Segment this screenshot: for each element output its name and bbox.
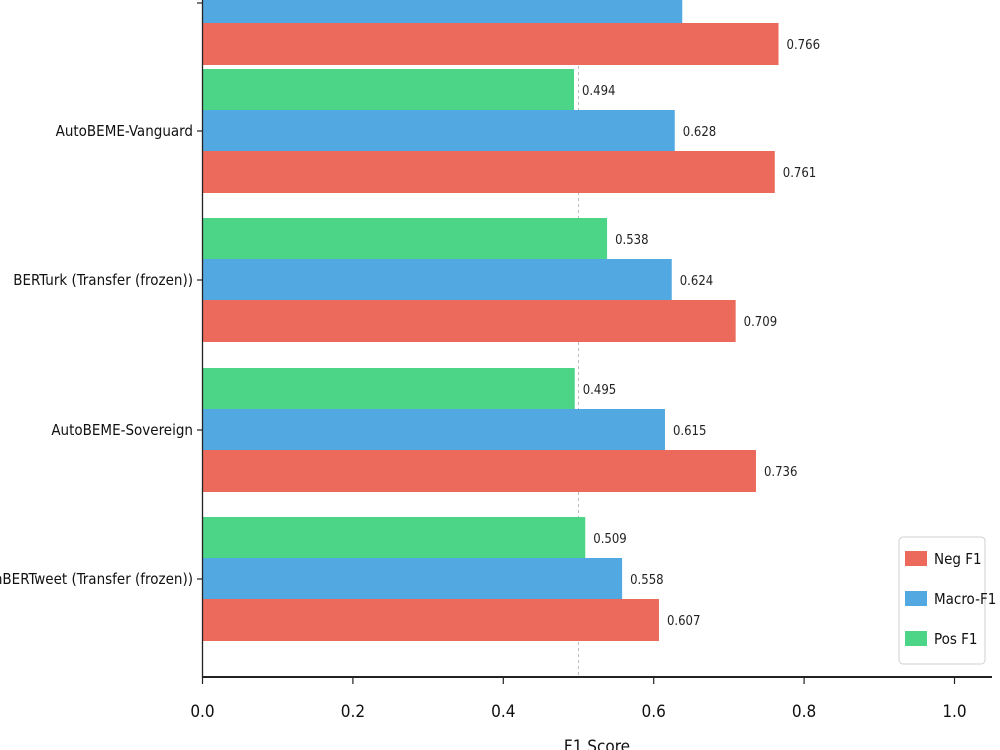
legend: Neg F1 Macro-F1 Pos F1 (898, 536, 996, 665)
x-tick-label: 1.0 (942, 702, 966, 722)
bar-value-label: 0.628 (683, 125, 716, 140)
bar-macro-f1 (202, 110, 675, 152)
bar-macro-f1 (202, 0, 683, 24)
bar-neg-f1 (202, 23, 779, 65)
bar-value-label: 0.495 (583, 383, 616, 398)
bar-macro-f1 (202, 409, 665, 451)
bar-macro-f1 (202, 558, 623, 600)
bar-pos-f1 (202, 368, 575, 410)
category-label: AutoBEME-Sovereign (51, 421, 193, 439)
bar-value-label: 0.607 (667, 614, 700, 629)
bar-pos-f1 (202, 517, 586, 559)
bar-value-label: 0.615 (673, 424, 706, 439)
bar-value-label: 0.509 (593, 532, 626, 547)
category-labels: AutoBEME-Vanguard BERTurk (Transfer (froz… (0, 2, 203, 588)
bar-neg-f1 (202, 151, 775, 193)
x-axis-title: F1 Score (564, 737, 630, 750)
legend-label: Macro-F1 (934, 590, 996, 608)
legend-swatch (905, 551, 927, 566)
bar-neg-f1 (202, 300, 736, 342)
bar-neg-f1 (202, 450, 756, 492)
bars-layer: 0.494 0.538 0.495 0.509 0.628 0.624 0.615 0.558… (202, 0, 820, 641)
bar-value-label: 0.494 (582, 84, 615, 99)
bar-value-label: 0.558 (630, 573, 663, 588)
legend-label: Neg F1 (934, 550, 982, 568)
x-tick-label: 0.8 (792, 702, 816, 722)
x-tick-label: 0.4 (491, 702, 515, 722)
bar-pos-f1 (202, 69, 574, 111)
bar-value-label: 0.766 (787, 38, 820, 53)
category-label: TurkishBERTweet (Transfer (frozen)) (0, 570, 193, 588)
bar-macro-f1 (202, 259, 672, 301)
bar-value-label: 0.761 (783, 166, 816, 181)
axes-layer (201, 0, 992, 678)
legend-label: Pos F1 (934, 630, 978, 648)
bar-pos-f1 (202, 218, 608, 260)
category-label: AutoBEME-Vanguard (56, 122, 193, 140)
legend-swatch (905, 591, 927, 606)
bar-value-label: 0.624 (680, 274, 713, 289)
bar-value-label: 0.538 (615, 233, 648, 248)
x-tick-label: 0.2 (341, 702, 365, 722)
category-label: BERTurk (Transfer (frozen)) (13, 271, 193, 289)
bar-neg-f1 (202, 599, 659, 641)
x-tick-label: 0.0 (190, 702, 214, 722)
x-tick-label: 0.6 (642, 702, 666, 722)
bar-value-label: 0.709 (744, 315, 777, 330)
ticks-layer: 0.0 0.2 0.4 0.6 0.8 1.0 (190, 677, 967, 722)
legend-swatch (905, 631, 927, 646)
bar-value-label: 0.736 (764, 465, 797, 480)
